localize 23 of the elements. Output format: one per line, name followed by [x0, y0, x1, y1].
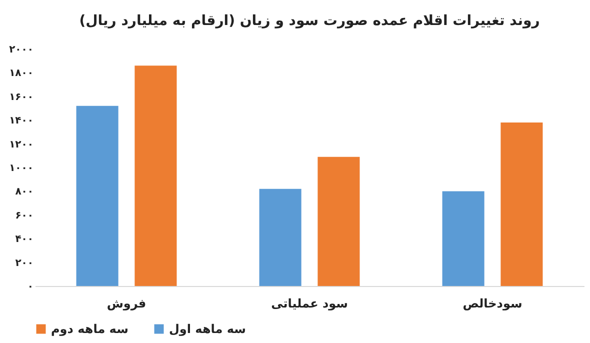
- y-tick-label: ۶۰۰: [15, 210, 34, 222]
- y-tick-label: ۱۰۰۰: [9, 163, 34, 174]
- y-tick-label: ۸۰۰: [15, 186, 34, 198]
- bar: [259, 188, 302, 286]
- bar: [134, 66, 177, 286]
- x-tick-label: فروش: [106, 296, 146, 310]
- legend-label: سه ماهه دوم: [51, 322, 128, 336]
- chart-title: روند تغییرات اقلام عمده صورت سود و زیان (ارقام به میلیارد ریال): [79, 13, 540, 29]
- y-tick-label: ۱۲۰۰: [9, 139, 34, 150]
- bar: [500, 122, 543, 286]
- legend-label: سه ماهه اول: [169, 322, 246, 336]
- bar: [76, 106, 118, 286]
- bar: [318, 156, 360, 286]
- x-tick-label: سود عملیاتی: [271, 296, 348, 310]
- y-tick-label: ۱۸۰۰: [9, 68, 34, 80]
- y-tick-label: ۲۰۰: [15, 258, 34, 269]
- y-tick-label: ۱۴۰۰: [9, 116, 34, 127]
- bar: [442, 191, 484, 286]
- x-tick-label: سودخالص: [462, 296, 522, 310]
- y-tick-label: ۴۰۰: [15, 234, 34, 246]
- y-tick-label: ۱۶۰۰: [9, 92, 34, 103]
- y-tick-label: ۰: [27, 282, 34, 292]
- y-tick-label: ۲۰۰۰: [9, 44, 34, 56]
